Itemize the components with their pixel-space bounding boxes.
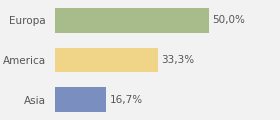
- Bar: [55, 8, 209, 33]
- Bar: [55, 87, 106, 112]
- Bar: [55, 48, 158, 72]
- Text: 50,0%: 50,0%: [213, 15, 245, 25]
- Text: 16,7%: 16,7%: [109, 95, 143, 105]
- Text: 33,3%: 33,3%: [161, 55, 194, 65]
